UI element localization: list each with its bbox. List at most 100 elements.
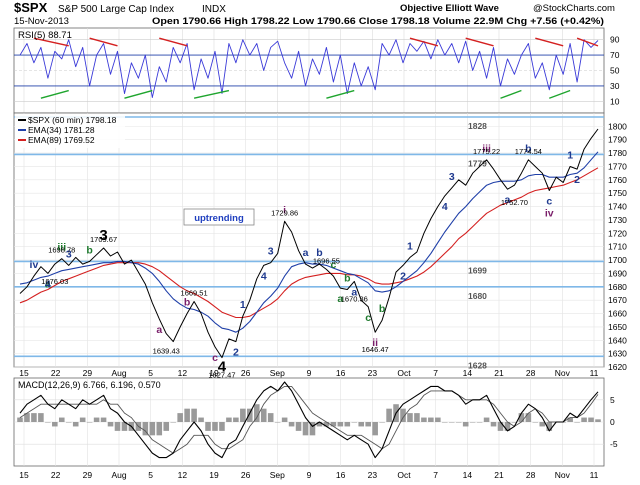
macd-hist-bar-40 xyxy=(295,422,302,431)
wave-label-27: 3 xyxy=(449,171,455,183)
legend-price: $SPX (60 min) 1798.18 xyxy=(28,115,117,125)
price-series xyxy=(19,128,599,359)
x-tick-mid-18: 11 xyxy=(590,368,599,378)
macd-hist-bar-64 xyxy=(462,422,469,427)
macd-hist-bar-36 xyxy=(267,413,274,422)
x-tick-bottom-18: 11 xyxy=(590,470,599,480)
price-legend-background xyxy=(15,114,125,148)
macd-tick-labels: 5 0 -5 xyxy=(610,395,618,449)
macd-hist-bar-21 xyxy=(163,422,170,431)
x-tick-bottom-10: 16 xyxy=(336,470,346,480)
price-tick-1740: 1740 xyxy=(608,202,627,212)
rsi-red-trendline-2 xyxy=(159,37,188,47)
macd-hist-bar-68 xyxy=(490,422,497,427)
x-tick-bottom-13: 7 xyxy=(433,470,438,480)
macd-hist-bar-48 xyxy=(351,422,358,423)
x-tick-bottom-8: Sep xyxy=(270,470,285,480)
macd-hist-bar-15 xyxy=(121,422,128,431)
wave-label-15: i xyxy=(283,204,286,216)
macd-hist-bar-8 xyxy=(72,422,79,427)
price-tick-1690: 1690 xyxy=(608,268,627,278)
x-tick-bottom-17: Nov xyxy=(555,470,571,480)
macd-hist-bar-1 xyxy=(24,413,30,422)
macd-hist-bar-73 xyxy=(525,413,532,422)
x-tick-bottom-5: 12 xyxy=(178,470,188,480)
price-tick-1670: 1670 xyxy=(608,295,627,305)
macd-hist-bar-2 xyxy=(31,413,37,422)
macd-hist-bar-0 xyxy=(17,417,23,422)
x-axis-middle: 15 22 29 Aug 5 12 19 26 Sep 9 16 23 Oct 7 14 21 28 Nov 11 xyxy=(19,368,598,378)
macd-hist-bar-11 xyxy=(93,417,100,422)
macd-hist-bar-47 xyxy=(344,422,351,427)
macd-label: MACD(12,26,9) 6.766, 6.196, 0.570 xyxy=(18,380,161,390)
uptrending-label: uptrending xyxy=(194,213,244,224)
price-tick-1650: 1650 xyxy=(608,322,627,332)
legend-swatch-ema34 xyxy=(18,129,26,131)
support-lines: 1828 1779 1699 1680 1628 xyxy=(14,116,604,370)
rsi-tick-labels: 90 70 50 30 10 xyxy=(610,35,620,107)
macd-hist-bar-76 xyxy=(546,422,553,431)
wave-label-31: b xyxy=(525,143,531,155)
macd-hist-bar-69 xyxy=(497,422,504,431)
macd-hist-bar-57 xyxy=(414,413,420,422)
wave-label-13: 3 xyxy=(268,246,274,258)
macd-hist-bar-49 xyxy=(358,422,365,427)
chart-exchange: INDX xyxy=(202,4,226,15)
macd-hist-bar-13 xyxy=(107,422,114,427)
x-tick-mid-14: 14 xyxy=(463,368,473,378)
wave-label-29: iii xyxy=(482,143,491,155)
wave-label-35: 2 xyxy=(574,174,580,186)
wave-label-3: b xyxy=(86,244,92,256)
macd-hist-bar-31 xyxy=(233,417,239,422)
macd-hist-bar-38 xyxy=(281,417,288,422)
legend-ema34: EMA(34) 1781.28 xyxy=(28,125,95,135)
rsi-red-trendline-0 xyxy=(33,37,69,47)
wave-label-2: a xyxy=(45,278,51,290)
macd-hist-bar-18 xyxy=(142,422,149,436)
chart-source-right: @StockCharts.com xyxy=(533,3,615,14)
macd-hist-bar-26 xyxy=(198,417,204,422)
ema89-line xyxy=(19,167,599,319)
x-tick-mid-17: Nov xyxy=(555,368,571,378)
wave-label-14: 4 xyxy=(261,270,267,282)
price-label-1676.03: 1676.03 xyxy=(41,277,68,286)
price-label-1639.43: 1639.43 xyxy=(153,347,180,356)
macd-hist-bar-55 xyxy=(400,408,406,422)
macd-hist-bar-25 xyxy=(191,408,197,422)
price-label-1729.86: 1729.86 xyxy=(271,208,298,217)
macd-hist-bar-63 xyxy=(455,422,462,423)
rsi-red-trendline-5 xyxy=(535,37,564,47)
price-label-1646.47: 1646.47 xyxy=(362,345,389,354)
macd-hist-bar-6 xyxy=(58,417,65,422)
x-axis-bottom: 15 22 29 Aug 5 12 19 26 Sep 9 16 23 Oct 7 14 21 28 Nov 11 xyxy=(19,470,598,480)
macd-hist-bar-22 xyxy=(170,422,176,423)
macd-hist-bar-66 xyxy=(476,422,483,423)
price-label-1775.22: 1775.22 xyxy=(473,147,500,156)
macd-hist-bar-61 xyxy=(442,422,448,423)
legend-swatch-price xyxy=(18,119,26,121)
macd-hist-bar-51 xyxy=(372,422,378,436)
macd-hist-bar-46 xyxy=(337,422,344,427)
chart-stats: Open 1790.66 High 1798.22 Low 1790.66 Cl… xyxy=(152,16,604,27)
price-tick-1790: 1790 xyxy=(608,135,627,145)
rsi-series xyxy=(19,39,599,98)
x-tick-mid-4: 5 xyxy=(148,368,153,378)
x-tick-bottom-6: 19 xyxy=(209,470,219,480)
x-tick-mid-2: 29 xyxy=(83,368,93,378)
macd-hist-bar-82 xyxy=(588,417,594,422)
price-tick-1730: 1730 xyxy=(608,215,627,225)
macd-hist-bar-58 xyxy=(421,417,427,422)
price-label-1696.55: 1696.55 xyxy=(313,256,340,265)
macd-hist-bar-56 xyxy=(407,413,413,422)
x-tick-mid-0: 15 xyxy=(19,368,29,378)
macd-hist-bar-5 xyxy=(52,422,58,427)
support-label-1699: 1699 xyxy=(468,265,487,275)
macd-tick-5: 5 xyxy=(610,395,615,405)
x-tick-bottom-14: 14 xyxy=(463,470,473,480)
macd-hist-bar-70 xyxy=(504,422,511,431)
macd-hist-bar-52 xyxy=(379,422,385,423)
rsi-grid xyxy=(14,28,604,113)
x-tick-bottom-16: 28 xyxy=(526,470,536,480)
macd-hist-bar-32 xyxy=(240,408,246,422)
